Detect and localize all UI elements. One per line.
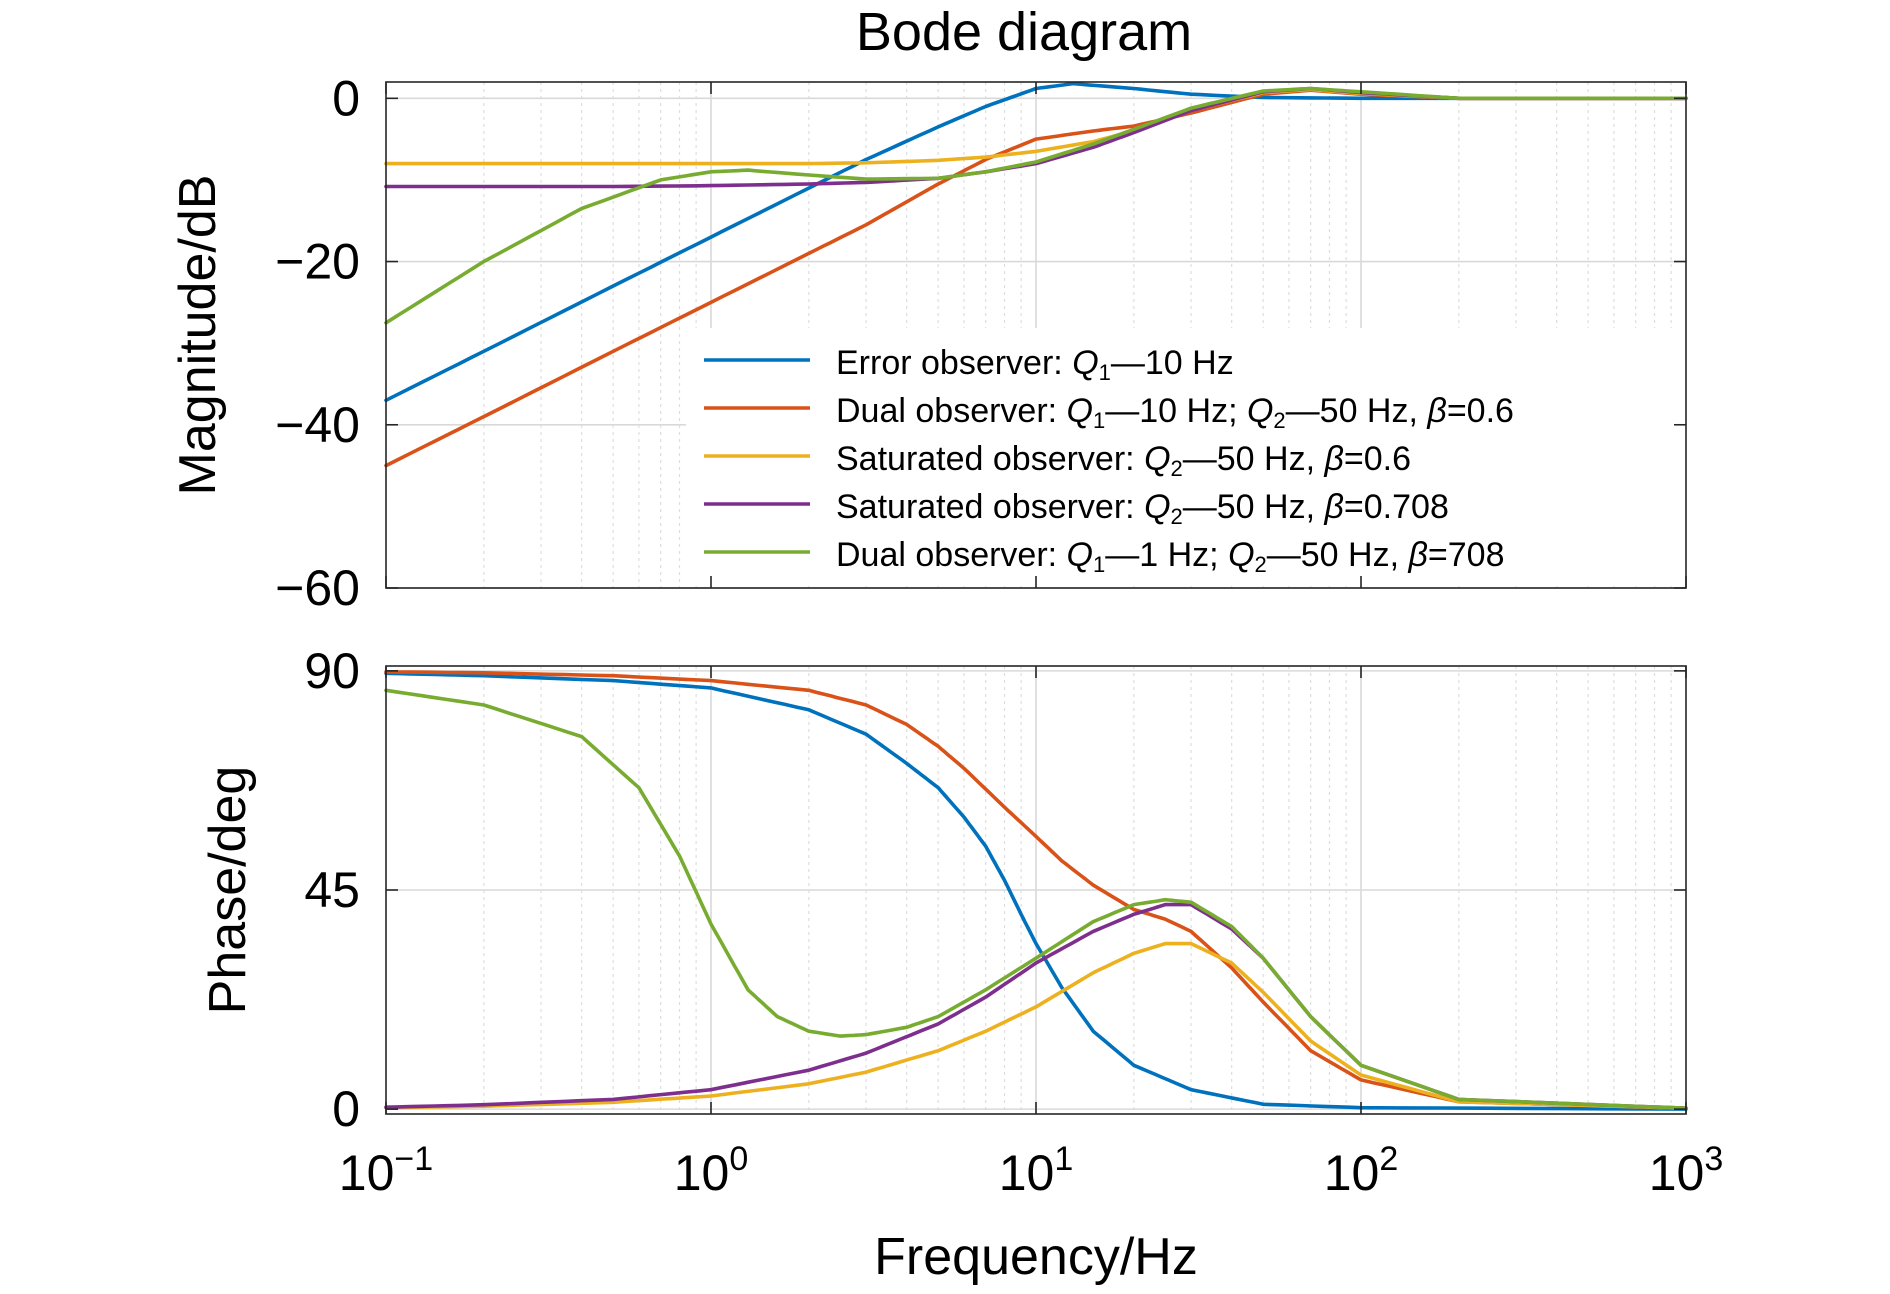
magnitude-panel: Error observer: Q1—10 Hz Dual observer: Q… xyxy=(169,70,1688,616)
phase-y-tick-label: 45 xyxy=(304,862,360,918)
chart-title: Bode diagram xyxy=(856,2,1192,62)
magnitude-y-tick-label: −20 xyxy=(275,234,360,290)
x-tick-label: 101 xyxy=(999,1140,1074,1201)
x-tick-label: 103 xyxy=(1649,1140,1724,1201)
phase-series-5-line xyxy=(384,688,1688,1110)
phase-y-label: Phase/deg xyxy=(199,766,257,1015)
magnitude-y-ticks: 0 −20 −40 −60 xyxy=(275,70,1686,616)
x-tick-label: 10−1 xyxy=(339,1140,433,1201)
x-tick-label: 102 xyxy=(1324,1140,1399,1201)
x-tick-label: 100 xyxy=(674,1140,749,1201)
phase-y-tick-label: 90 xyxy=(304,643,360,699)
magnitude-y-label: Magnitude/dB xyxy=(169,175,227,496)
phase-curves xyxy=(384,669,1688,1111)
legend-entry-4: Saturated observer: Q2—50 Hz, β=0.708 xyxy=(836,488,1449,529)
x-tick-labels: 10−1 100 101 102 103 xyxy=(339,82,1723,1201)
phase-y-ticks: 0 45 90 xyxy=(304,643,1686,1137)
phase-series-2-line xyxy=(384,669,1688,1110)
magnitude-curves xyxy=(384,81,1688,468)
magnitude-series-5-line xyxy=(384,86,1688,325)
legend-entry-5: Dual observer: Q1—1 Hz; Q2—50 Hz, β=708 xyxy=(836,536,1505,577)
legend-entry-3: Saturated observer: Q2—50 Hz, β=0.6 xyxy=(836,440,1411,481)
phase-panel: 0 45 90 Phase/deg xyxy=(199,643,1688,1137)
phase-series-1-line xyxy=(384,671,1688,1111)
x-axis-label: Frequency/Hz xyxy=(874,1228,1198,1286)
legend: Error observer: Q1—10 Hz Dual observer: Q… xyxy=(686,328,1686,586)
legend-entry-2: Dual observer: Q1—10 Hz; Q2—50 Hz, β=0.6 xyxy=(836,392,1514,433)
legend-entry-1: Error observer: Q1—10 Hz xyxy=(836,344,1234,385)
legend-background xyxy=(686,328,1686,586)
magnitude-y-tick-label: −60 xyxy=(275,560,360,616)
magnitude-y-tick-label: −40 xyxy=(275,397,360,453)
phase-y-tick-label: 0 xyxy=(332,1081,360,1137)
phase-series-3-line xyxy=(384,941,1688,1110)
magnitude-y-tick-label: 0 xyxy=(332,70,360,126)
